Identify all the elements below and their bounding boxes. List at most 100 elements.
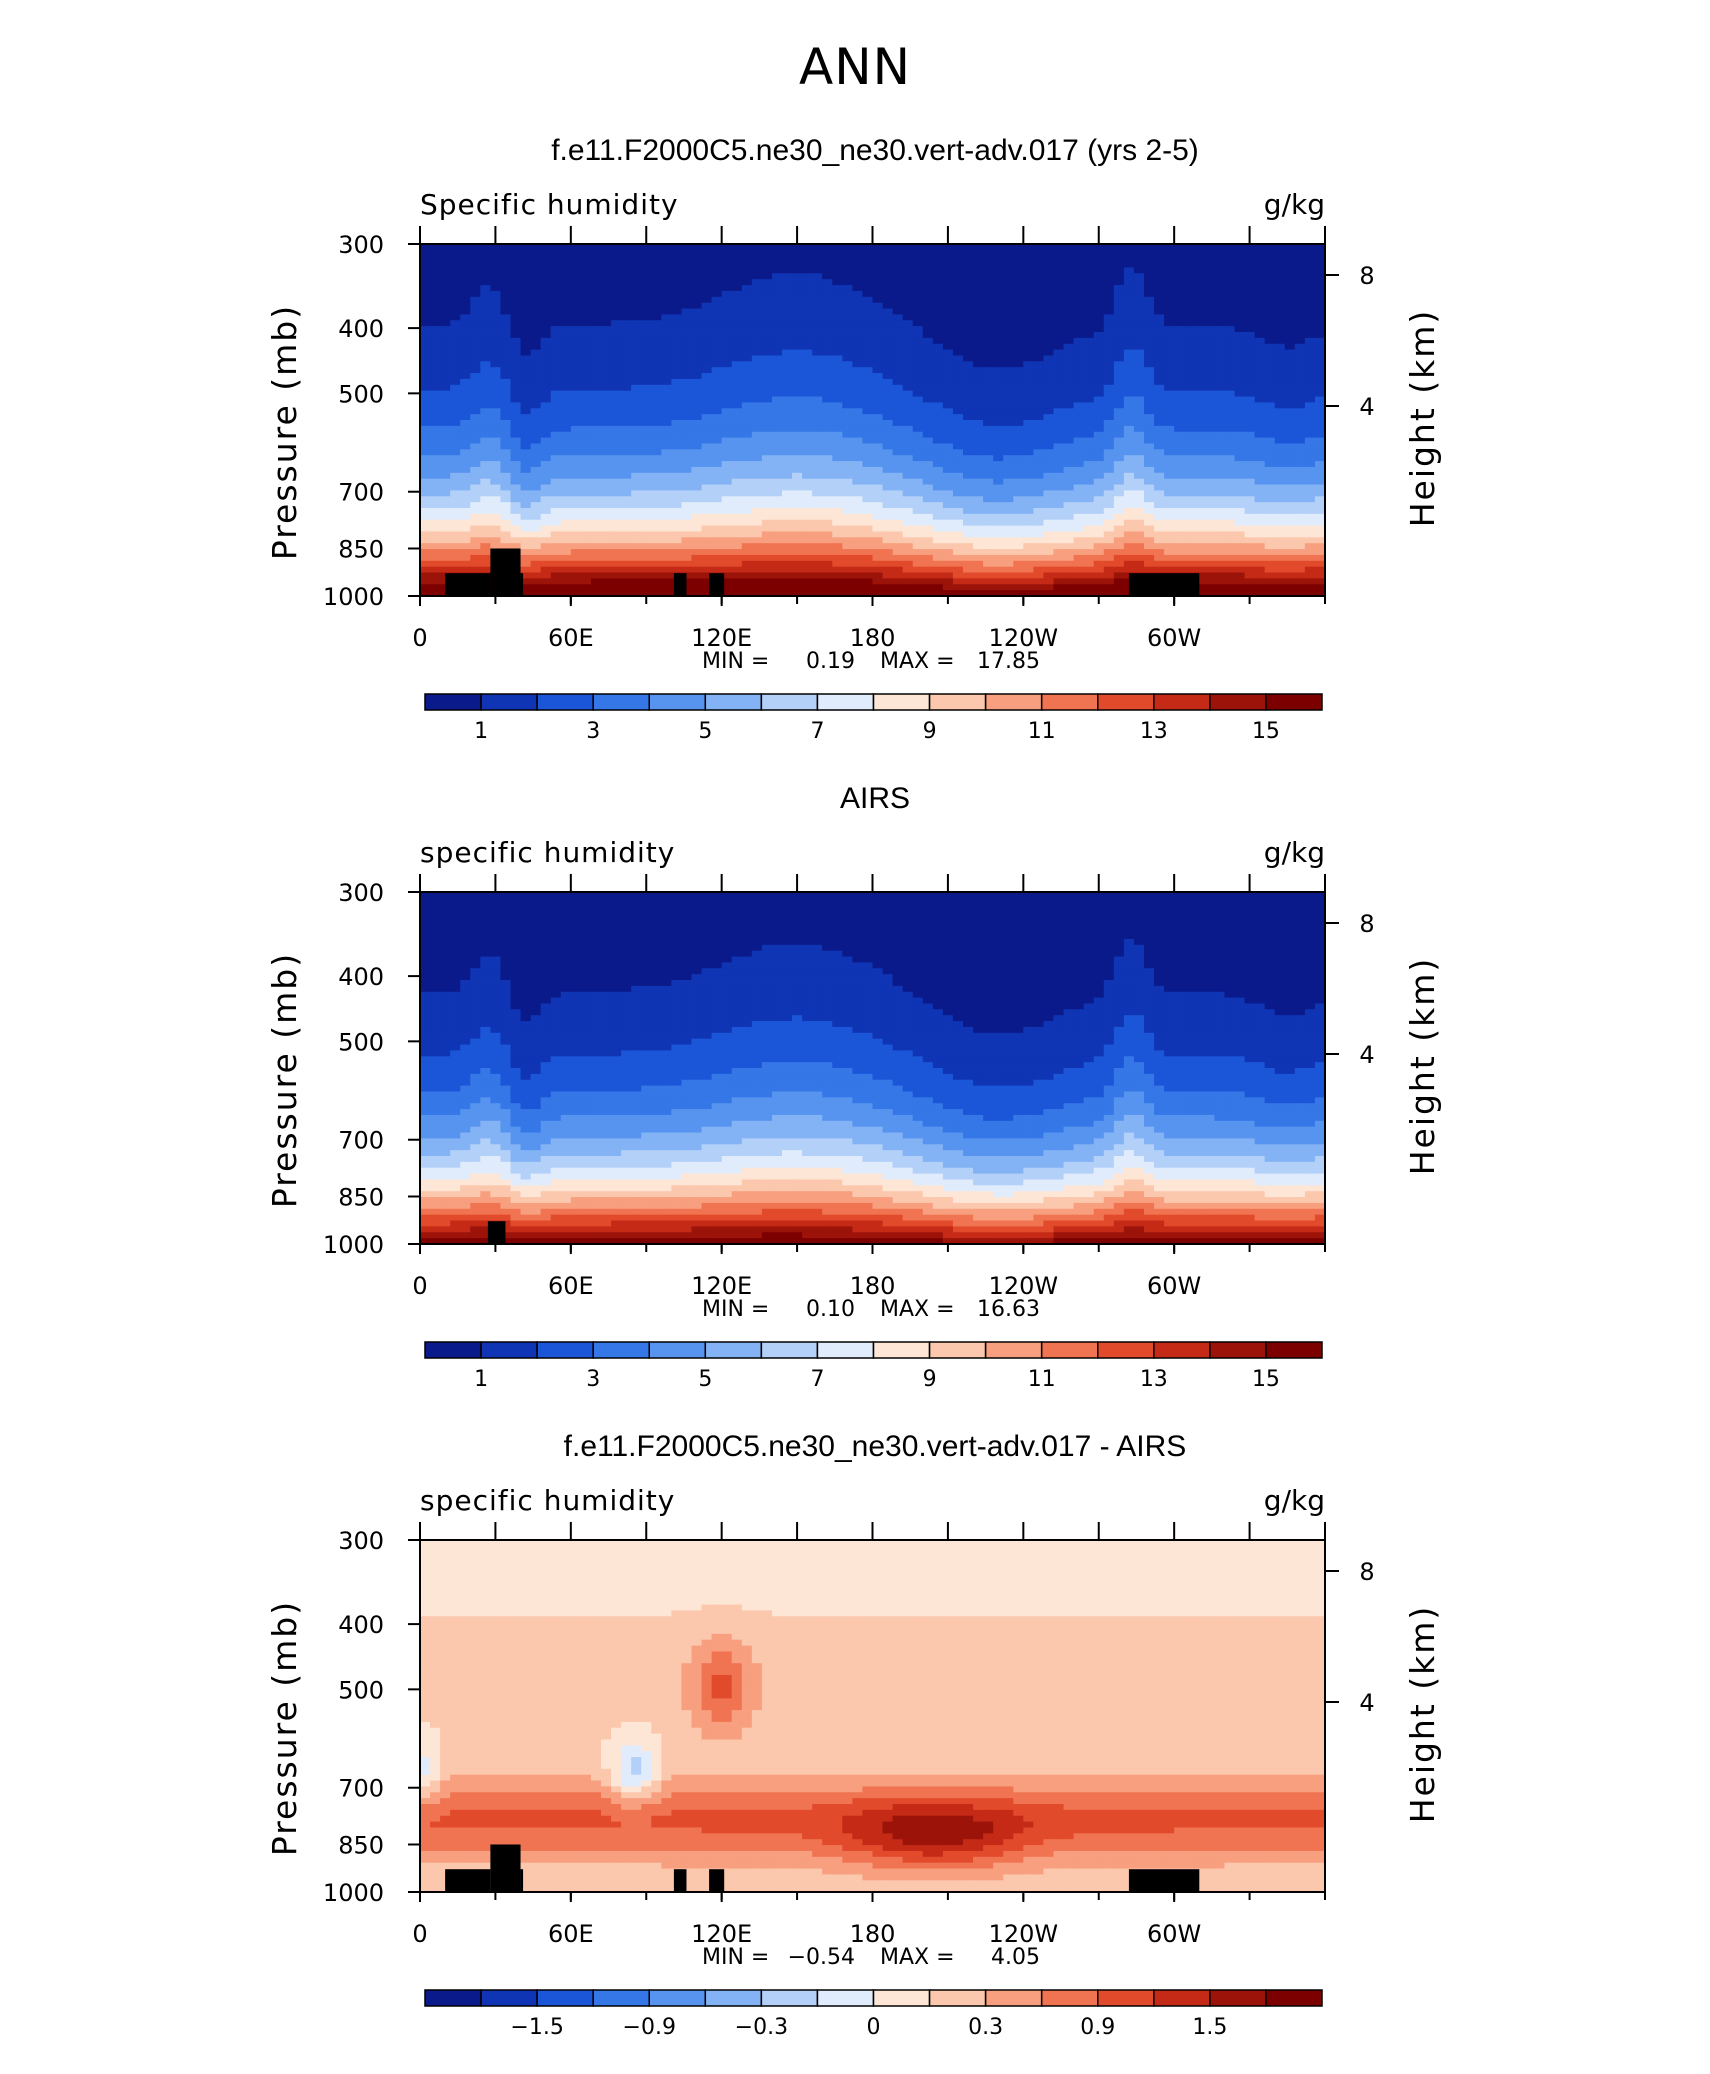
heatmap-cell <box>1103 478 1115 486</box>
heatmap-cell <box>611 437 622 445</box>
heatmap-cell <box>751 584 763 591</box>
heatmap-cell <box>601 543 612 550</box>
heatmap-cell <box>530 355 542 362</box>
heatmap-cell <box>420 519 431 527</box>
heatmap-cell <box>731 437 743 445</box>
heatmap-cell <box>1224 449 1236 456</box>
heatmap-cell <box>942 508 954 515</box>
heatmap-cell <box>882 373 894 380</box>
heatmap-cell <box>1144 349 1155 357</box>
heatmap-cell <box>450 472 461 480</box>
heatmap-cell <box>711 414 723 421</box>
heatmap-cell <box>440 437 451 445</box>
heatmap-cell <box>1123 332 1135 339</box>
heatmap-cell <box>540 549 552 556</box>
heatmap-cell <box>862 367 874 374</box>
heatmap-cell <box>420 290 431 298</box>
heatmap-cell <box>510 244 522 251</box>
heatmap-cell <box>1103 249 1115 257</box>
heatmap-cell <box>983 531 994 538</box>
heatmap-cell <box>1073 508 1085 515</box>
heatmap-cell <box>1204 384 1215 392</box>
heatmap-cell <box>1244 566 1256 574</box>
heatmap-cell <box>1234 261 1246 269</box>
heatmap-cell <box>440 384 451 392</box>
heatmap-cell <box>1174 566 1185 574</box>
heatmap-cell <box>701 255 713 263</box>
heatmap-cell <box>922 249 934 257</box>
heatmap-cell <box>1083 466 1095 474</box>
heatmap-cell <box>590 285 602 292</box>
heatmap-cell <box>691 373 703 380</box>
heatmap-cell <box>832 543 843 550</box>
heatmap-cell <box>1093 314 1105 321</box>
heatmap-cell <box>812 554 823 562</box>
heatmap-cell <box>862 296 874 304</box>
heatmap-cell <box>540 584 552 591</box>
heatmap-cell <box>1053 261 1065 269</box>
heatmap-cell <box>590 455 602 462</box>
heatmap-cell <box>1184 566 1195 574</box>
heatmap-cell <box>641 273 652 280</box>
heatmap-cell <box>611 337 622 345</box>
heatmap-cell <box>570 554 582 562</box>
heatmap-cell <box>862 343 874 351</box>
heatmap-cell <box>1023 343 1034 351</box>
heatmap-cell <box>691 449 703 456</box>
heatmap-cell <box>641 367 652 374</box>
heatmap-cell <box>983 373 994 380</box>
heatmap-cell <box>691 296 703 304</box>
heatmap-cell <box>711 560 723 568</box>
heatmap-cell <box>902 361 914 368</box>
heatmap-cell <box>782 578 793 585</box>
heatmap-cell <box>1184 414 1195 421</box>
heatmap-cell <box>1013 443 1024 450</box>
heatmap-cell <box>691 378 703 386</box>
heatmap-cell <box>1043 484 1055 491</box>
heatmap-cell <box>560 261 572 269</box>
heatmap-cell <box>1214 314 1226 321</box>
heatmap-cell <box>792 255 803 263</box>
heatmap-cell <box>540 314 552 321</box>
heatmap-cell <box>500 543 512 550</box>
heatmap-cell <box>490 461 502 468</box>
heatmap-cell <box>1003 261 1014 269</box>
heatmap-cell <box>892 249 904 257</box>
heatmap-cell <box>912 543 924 550</box>
heatmap-cell <box>1174 449 1185 456</box>
heatmap-cell <box>570 484 582 491</box>
heatmap-cell <box>963 531 974 538</box>
heatmap-cell <box>1174 402 1185 409</box>
heatmap-cell <box>751 396 763 403</box>
heatmap-cell <box>671 349 683 357</box>
heatmap-cell <box>1244 414 1256 421</box>
heatmap-cell <box>812 425 823 433</box>
heatmap-cell <box>1144 543 1155 550</box>
heatmap-cell <box>792 537 803 544</box>
heatmap-cell <box>1043 290 1055 298</box>
heatmap-cell <box>550 554 562 562</box>
heatmap-cell <box>671 525 683 533</box>
heatmap-cell <box>822 384 833 392</box>
heatmap-cell <box>601 537 612 544</box>
heatmap-cell <box>912 525 924 533</box>
heatmap-cell <box>691 244 703 251</box>
heatmap-cell <box>1003 373 1014 380</box>
heatmap-cell <box>1063 549 1075 556</box>
heatmap-cell <box>973 560 984 568</box>
heatmap-cell <box>1043 244 1055 251</box>
heatmap-cell <box>490 290 502 298</box>
heatmap-cell <box>430 326 441 333</box>
heatmap-cell <box>882 549 894 556</box>
heatmap-cell <box>993 566 1004 574</box>
heatmap-cell <box>510 425 522 433</box>
heatmap-cell <box>460 373 471 380</box>
heatmap-cell <box>701 337 713 345</box>
heatmap-cell <box>1123 490 1135 497</box>
heatmap-cell <box>741 560 753 568</box>
heatmap-cell <box>570 543 582 550</box>
heatmap-cell <box>450 537 461 544</box>
heatmap-cell <box>932 466 944 474</box>
heatmap-cell <box>671 437 683 445</box>
heatmap-cell <box>560 513 572 521</box>
